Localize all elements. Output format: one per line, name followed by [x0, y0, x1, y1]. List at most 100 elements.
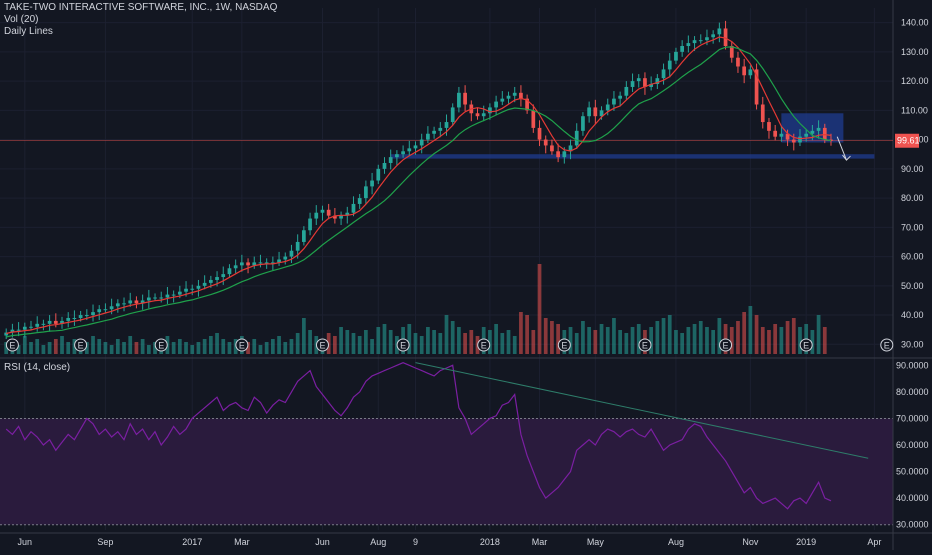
volume-bar [16, 345, 21, 354]
volume-bar [153, 342, 157, 354]
candle-body [103, 309, 108, 311]
volume-bar [252, 339, 257, 354]
volume-bar [581, 321, 585, 354]
candle-body [531, 110, 536, 128]
rsi-tick-label: 50.0000 [896, 467, 929, 477]
volume-bar [574, 333, 579, 354]
earnings-marker-label: E [239, 341, 245, 351]
volume-bar [469, 330, 474, 354]
volume-bar [612, 318, 616, 354]
candle-body [208, 279, 213, 283]
candle-body [798, 136, 802, 143]
volume-bar [29, 342, 33, 354]
candle-body [729, 46, 734, 58]
volume-bar [345, 330, 350, 354]
candle-body [680, 46, 685, 52]
volume-bar [215, 333, 219, 354]
candle-body [16, 329, 21, 331]
candle-body [60, 320, 64, 324]
volume-bar [426, 327, 430, 354]
candle-body [252, 262, 257, 266]
rsi-tick-label: 30.0000 [896, 520, 929, 530]
candle-body [543, 139, 548, 146]
volume-bar [134, 342, 139, 354]
chart-title: TAKE-TWO INTERACTIVE SOFTWARE, INC., 1W,… [4, 2, 278, 13]
time-tick-label: Nov [742, 537, 759, 547]
candle-body [202, 282, 207, 286]
candle-body [444, 122, 449, 128]
candle-body [339, 215, 343, 219]
volume-bar [767, 330, 771, 354]
candle-body [351, 203, 356, 213]
candle-body [215, 277, 219, 280]
volume-bar [289, 339, 294, 354]
price-tick-label: 60.00 [901, 252, 924, 262]
earnings-marker [557, 338, 571, 352]
volume-bar [208, 336, 213, 354]
candle-body [723, 28, 728, 47]
rsi-line [5, 362, 832, 510]
candle-body [84, 315, 89, 317]
price-tick-label: 130.00 [901, 47, 929, 57]
volume-bar [84, 342, 89, 354]
candle-body [512, 92, 517, 96]
candle-body [810, 130, 815, 134]
candle-body [53, 320, 58, 324]
volume-bar [698, 321, 703, 354]
volume-bar [599, 324, 604, 354]
candle-body [705, 37, 709, 41]
moving-average-fast [6, 36, 832, 335]
earnings-marker-label: E [400, 341, 406, 351]
candle-body [804, 133, 809, 137]
volume-bar [618, 330, 622, 354]
candle-body [574, 130, 579, 146]
candle-body [494, 101, 498, 108]
volume-bar [525, 315, 529, 354]
volume-bar [500, 333, 505, 354]
volume-bar [190, 345, 195, 354]
candle-body [791, 139, 796, 143]
volume-bar [550, 321, 554, 354]
candle-body [357, 198, 362, 204]
daily-lines-legend: Daily Lines [4, 26, 53, 37]
volume-bar [122, 342, 126, 354]
volume-bar [779, 327, 784, 354]
candle-body [457, 92, 461, 108]
volume-bar [4, 342, 9, 354]
candle-body [481, 113, 486, 117]
earnings-marker-label: E [803, 341, 809, 351]
candle-body [308, 218, 312, 231]
volume-bar [816, 315, 821, 354]
volume-bar [661, 318, 666, 354]
volume-bar [494, 324, 498, 354]
candle-body [333, 215, 337, 219]
candle-body [407, 148, 412, 152]
candle-body [649, 84, 654, 87]
volume-bar [103, 342, 108, 354]
candle-body [345, 212, 350, 216]
volume-bar [537, 264, 542, 354]
volume-bar [66, 342, 71, 354]
volume-bar [277, 336, 281, 354]
candle-body [630, 81, 635, 87]
volume-bar [457, 327, 461, 354]
volume-bar [35, 339, 40, 354]
candle-body [463, 92, 467, 105]
volume-bar [754, 315, 759, 354]
volume-bar [419, 336, 424, 354]
candle-body [35, 323, 40, 327]
candle-body [91, 312, 95, 316]
earnings-marker-label: E [723, 341, 729, 351]
candle-body [519, 92, 523, 99]
candle-body [506, 95, 511, 99]
volume-bar [357, 336, 362, 354]
candle-body [667, 60, 672, 70]
time-tick-label: Jun [18, 537, 33, 547]
volume-bar [271, 339, 275, 354]
volume-bar [512, 336, 517, 354]
candle-body [283, 256, 288, 260]
candle-body [159, 297, 164, 299]
candle-body [401, 151, 405, 155]
